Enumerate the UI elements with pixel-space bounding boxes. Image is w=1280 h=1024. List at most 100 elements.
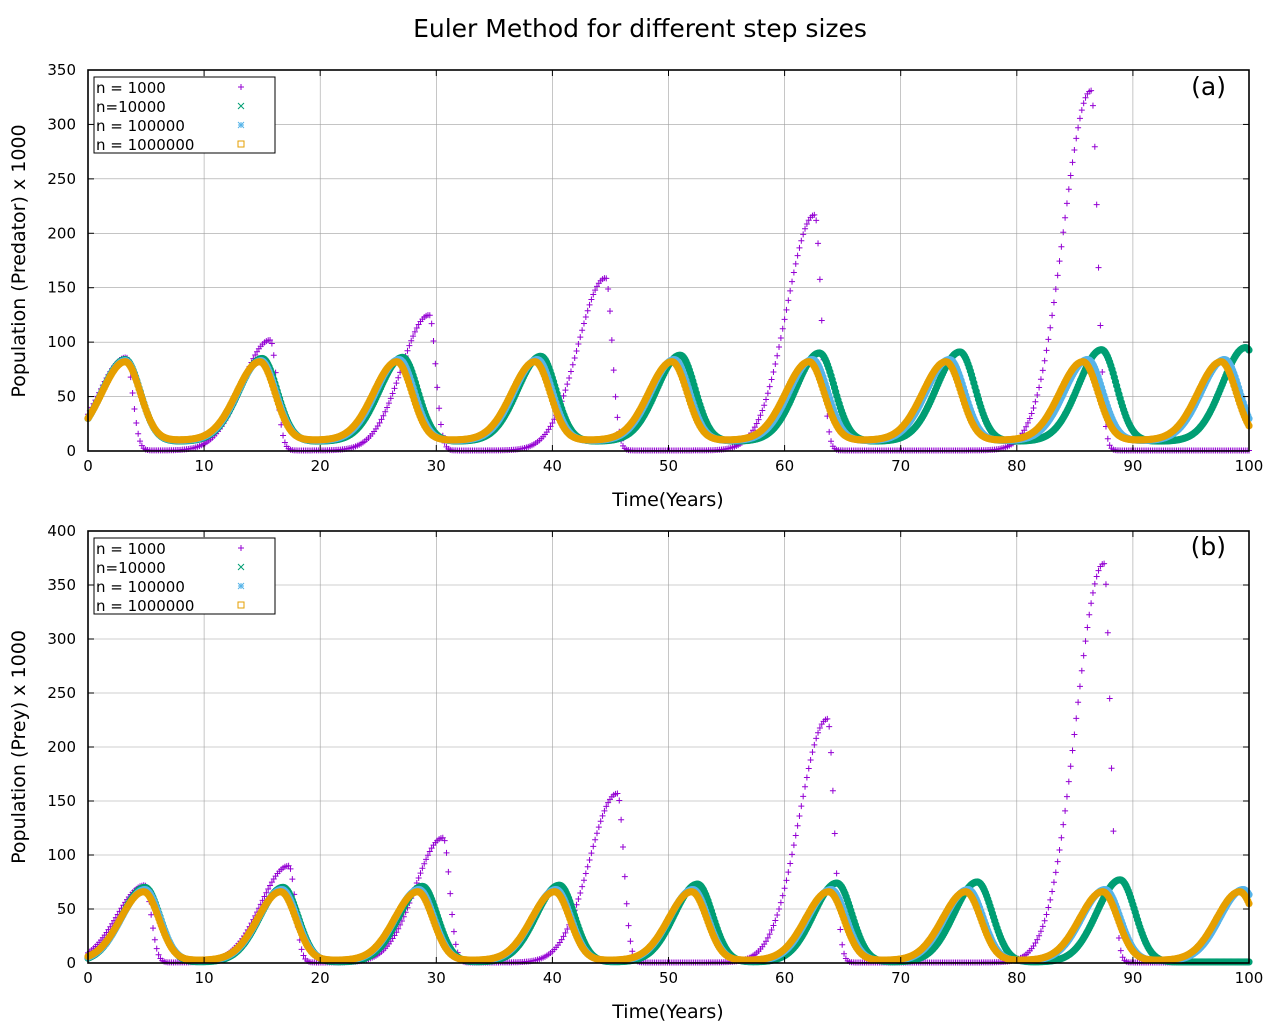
data-point: [1091, 143, 1098, 150]
data-point: [783, 306, 790, 313]
legend-predator: n = 1000 n=10000 n = 100000 n = 1000000: [93, 76, 276, 154]
data-point: [411, 328, 418, 335]
data-point: [597, 818, 604, 825]
data-point: [1054, 272, 1061, 279]
data-point: [1076, 683, 1083, 690]
data-point: [1062, 214, 1069, 221]
data-point: [1097, 322, 1104, 329]
data-point: [813, 217, 820, 224]
data-point: [1088, 87, 1095, 94]
data-point: [753, 420, 760, 427]
data-point: [580, 320, 587, 327]
data-point: [826, 428, 833, 435]
data-point: [1030, 404, 1037, 411]
data-point: [404, 347, 411, 354]
data-point: [1032, 398, 1039, 405]
x-tick-label: 90: [1123, 457, 1142, 475]
data-point: [267, 336, 274, 343]
data-point: [1089, 102, 1096, 109]
data-point: [805, 765, 812, 772]
data-point: [1060, 229, 1067, 236]
data-point: [289, 876, 296, 883]
data-point: [378, 416, 385, 423]
legend-entry-n100000: n = 100000: [96, 117, 185, 135]
data-point: [1069, 159, 1076, 166]
data-point: [625, 922, 632, 929]
data-point: [764, 390, 771, 397]
data-point: [802, 225, 809, 232]
data-point: [803, 221, 810, 228]
data-point: [614, 414, 621, 421]
data-point: [1036, 384, 1043, 391]
data-point: [150, 925, 157, 932]
data-point: [376, 419, 383, 426]
data-point: [1099, 369, 1106, 376]
data-point: [755, 416, 762, 423]
data-point: [380, 412, 387, 419]
data-point: [137, 438, 144, 445]
data-point: [389, 390, 396, 397]
data-point: [1058, 243, 1065, 250]
data-point: [593, 830, 600, 837]
data-point: [776, 344, 783, 351]
data-point: [621, 873, 628, 880]
data-point: [1063, 793, 1070, 800]
data-point: [781, 885, 788, 892]
data-point: [803, 774, 810, 781]
data-point: [575, 341, 582, 348]
data-point: [1043, 347, 1050, 354]
data-point: [816, 276, 823, 283]
panel-prey: 0 10 20 30 40 50 60 70 80 90 100050100150200250300…: [8, 522, 1263, 1023]
data-point: [131, 406, 138, 413]
legend-entry-n1000000: n = 1000000: [96, 136, 194, 154]
y-axis-label-predator: Population (Predator) x 1000: [8, 124, 30, 397]
data-point: [829, 787, 836, 794]
data-point: [776, 906, 783, 913]
data-point: [452, 941, 459, 948]
data-point: [270, 352, 277, 359]
data-point: [562, 387, 569, 394]
x-tick-label: 10: [195, 457, 214, 475]
data-point: [1069, 747, 1076, 754]
data-point: [1075, 699, 1082, 706]
data-point: [757, 412, 764, 419]
x-tick-label: 20: [311, 457, 330, 475]
data-point: [785, 869, 792, 876]
data-point: [575, 896, 582, 903]
data-point: [1104, 435, 1111, 442]
data-point: [837, 926, 844, 933]
panel-label-a: (a): [1191, 72, 1226, 101]
data-point: [135, 430, 142, 437]
data-point: [1108, 765, 1115, 772]
data-point: [1047, 324, 1054, 331]
x-tick-label: 80: [1007, 457, 1026, 475]
data-point: [606, 308, 613, 315]
data-point: [1023, 423, 1030, 430]
panel-predator: 0 10 20 30 40 50 60 70 80 90 100050100150200250300…: [8, 61, 1263, 511]
data-point: [1073, 715, 1080, 722]
data-point: [618, 816, 625, 823]
data-point: [802, 783, 809, 790]
data-point: [1049, 312, 1056, 319]
data-point: [153, 945, 160, 952]
data-point: [790, 269, 797, 276]
y-tick-label: 50: [57, 388, 76, 406]
data-point: [1095, 264, 1102, 271]
data-point: [774, 911, 781, 918]
data-point: [826, 723, 833, 730]
y-tick-label: 250: [47, 170, 76, 188]
data-point: [592, 836, 599, 843]
data-point: [428, 320, 435, 327]
data-point: [1073, 135, 1080, 142]
data-point: [800, 231, 807, 238]
data-point: [436, 405, 443, 412]
data-point: [818, 317, 825, 324]
data-point: [1071, 731, 1078, 738]
data-point: [627, 938, 634, 945]
data-point: [1062, 807, 1069, 814]
data-point: [770, 369, 777, 376]
data-point: [447, 890, 454, 897]
data-point: [387, 395, 394, 402]
data-point: [582, 870, 589, 877]
data-point: [781, 316, 788, 323]
